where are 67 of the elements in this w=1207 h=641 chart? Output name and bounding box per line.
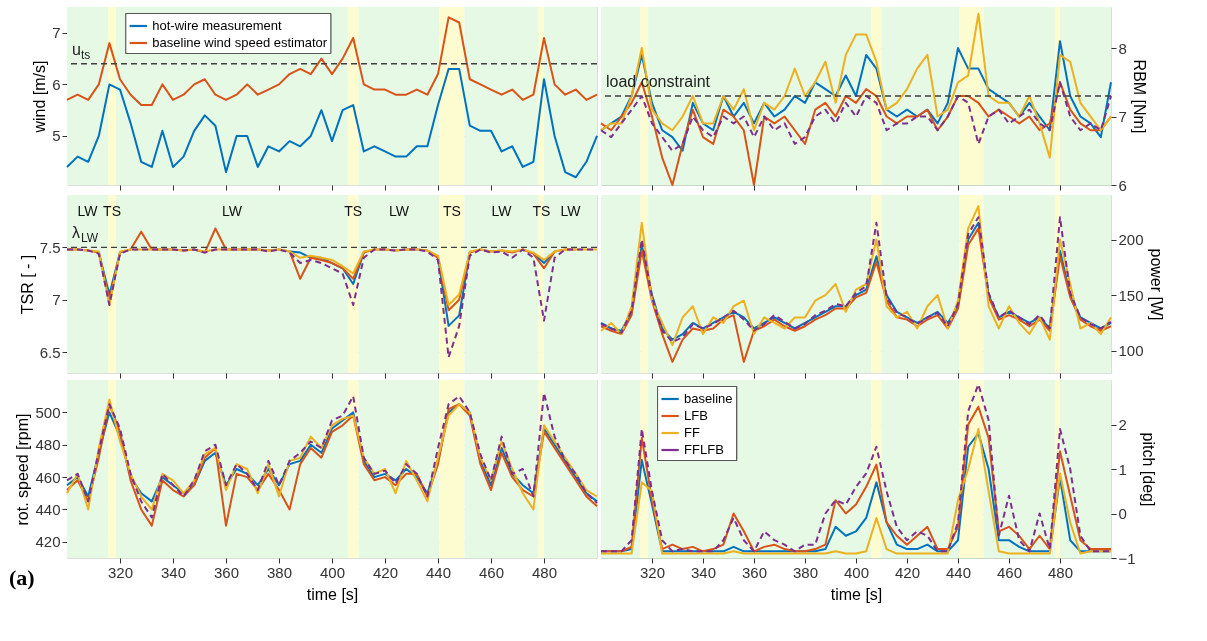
band-label: TS bbox=[532, 203, 551, 219]
y-tick-label: 7 bbox=[52, 291, 61, 309]
y-tick-label: 7 bbox=[1118, 108, 1127, 126]
y-tick-label: 7 bbox=[52, 24, 61, 42]
y-tick-label: 440 bbox=[35, 500, 61, 518]
line-series bbox=[600, 12, 1112, 159]
y-axis-title: wind [m/s] bbox=[31, 60, 49, 134]
x-tick-label: 340 bbox=[690, 563, 717, 581]
line-series bbox=[600, 227, 1112, 363]
line-series bbox=[66, 67, 598, 179]
y-axis-title: power [W] bbox=[1147, 248, 1165, 321]
band-label: LW bbox=[560, 203, 582, 219]
band-label: LW bbox=[491, 203, 513, 219]
x-tick-label: 360 bbox=[741, 563, 768, 581]
y-axis-title: TSR [ - ] bbox=[18, 254, 36, 315]
x-tick-label: 340 bbox=[160, 563, 187, 581]
x-tick-label: 440 bbox=[945, 563, 972, 581]
y-tick-label: 500 bbox=[35, 403, 61, 421]
x-tick-label: 380 bbox=[792, 563, 819, 581]
y-tick-label: 100 bbox=[1118, 342, 1144, 360]
x-tick-label: 460 bbox=[478, 563, 505, 581]
x-tick-label: 320 bbox=[107, 563, 134, 581]
x-tick-label: 420 bbox=[894, 563, 921, 581]
y-tick-label: 480 bbox=[35, 436, 61, 454]
legend-label: FFLFB bbox=[684, 442, 724, 457]
y-tick-label: 420 bbox=[35, 533, 61, 551]
y-tick-label: 2 bbox=[1118, 416, 1127, 433]
text: (a) bbox=[9, 565, 35, 590]
band-label: LW bbox=[77, 203, 99, 219]
x-tick-label: 480 bbox=[1047, 563, 1074, 581]
x-tick-label: 460 bbox=[996, 563, 1023, 581]
band-label: LW bbox=[221, 203, 243, 219]
x-tick-label: 480 bbox=[531, 563, 558, 581]
y-tick-label: 7.5 bbox=[39, 238, 61, 256]
x-tick-label: 400 bbox=[319, 563, 346, 581]
x-axis-title: time [s] bbox=[830, 585, 883, 603]
y-tick-label: −1 bbox=[1118, 549, 1136, 567]
x-tick-label: 420 bbox=[372, 563, 399, 581]
y-tick-label: 200 bbox=[1118, 231, 1144, 248]
y-tick-label: 8 bbox=[1118, 39, 1127, 57]
legend-label: baseline bbox=[684, 391, 733, 406]
y-tick-label: 6 bbox=[52, 75, 61, 93]
band-label: TS bbox=[103, 203, 121, 219]
legend-label: baseline wind speed estimator bbox=[152, 35, 328, 50]
y-axis-title: rot. speed [rpm] bbox=[14, 413, 32, 526]
x-tick-label: 360 bbox=[213, 563, 240, 581]
y-axis-title: RBM [Nm] bbox=[1130, 59, 1148, 134]
y-tick-label: 150 bbox=[1118, 286, 1144, 304]
line-series bbox=[66, 16, 598, 107]
band-label: LW bbox=[388, 203, 410, 219]
y-axis-title: pitch [deg] bbox=[1139, 432, 1157, 507]
x-tick-label: 320 bbox=[639, 563, 666, 581]
y-tick-label: 5 bbox=[52, 127, 61, 145]
band-label: TS bbox=[344, 203, 363, 219]
y-tick-label: 0 bbox=[1118, 505, 1127, 522]
legend-label: LFB bbox=[684, 408, 708, 423]
x-tick-label: 380 bbox=[266, 563, 293, 581]
legend-label: FF bbox=[684, 425, 701, 440]
y-tick-label: 1 bbox=[1118, 460, 1127, 478]
y-tick-label: 6 bbox=[1118, 176, 1127, 194]
x-tick-label: 400 bbox=[843, 563, 870, 581]
y-tick-label: 460 bbox=[35, 468, 61, 486]
x-axis-title: time [s] bbox=[306, 585, 359, 603]
x-tick-label: 440 bbox=[425, 563, 452, 581]
band-label: TS bbox=[442, 203, 461, 219]
legend-label: hot-wire measurement bbox=[152, 18, 283, 33]
y-tick-label: 6.5 bbox=[39, 343, 61, 361]
